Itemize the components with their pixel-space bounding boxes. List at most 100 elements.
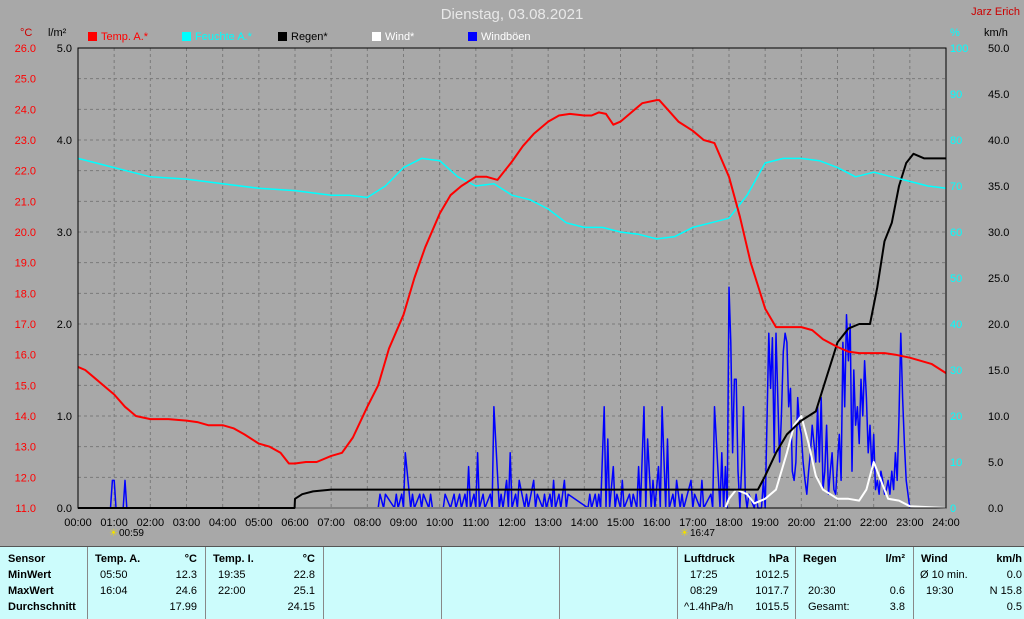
- legend-swatch-temp: [88, 32, 97, 41]
- temp-tick-label: 13.0: [15, 442, 36, 454]
- temp-tick-label: 11.0: [15, 503, 36, 515]
- temp-a-avg: 17.99: [169, 601, 197, 613]
- wind-tick-label: 35.0: [988, 181, 1009, 193]
- wind-min-val: 0.0: [1006, 569, 1022, 581]
- wind-tick-label: 25.0: [988, 273, 1009, 285]
- rain-tick-label: 4.0: [57, 135, 72, 147]
- temp-tick-label: 21.0: [15, 196, 36, 208]
- pressure-max-val: 1017.7: [755, 585, 789, 597]
- sunset-marker: ☀16:47: [680, 528, 715, 539]
- pressure-unit: hPa: [768, 553, 789, 565]
- temp-a-min-time: 05:50: [100, 569, 128, 581]
- stats-col-labels: Sensor MinWert MaxWert Durchschnitt: [0, 547, 88, 619]
- series-line-rain: [78, 152, 946, 509]
- humidity-unit-label: %: [950, 27, 960, 39]
- humidity-tick-label: 40: [950, 319, 962, 331]
- legend-label-rain: Regen*: [291, 31, 328, 43]
- x-tick-label: 15:00: [607, 517, 635, 529]
- temp-tick-label: 25.0: [15, 74, 36, 86]
- x-tick-label: 06:00: [281, 517, 309, 529]
- weather-chart: 11.0 12.0 13.0 14.0 15.0 16.0 17.0 18.0 19.0 20.0…: [15, 43, 1010, 529]
- humidity-tick-label: 50: [950, 273, 962, 285]
- wind-tick-label: 10.0: [988, 411, 1009, 423]
- legend-swatch-humidity: [182, 32, 191, 41]
- temp-tick-label: 14.0: [15, 411, 36, 423]
- rain-max-time: 20:30: [808, 585, 836, 597]
- chart-title: Dienstag, 03.08.2021: [440, 6, 584, 23]
- rain-tick-label: 3.0: [57, 227, 72, 239]
- humidity-tick-label: 10: [950, 457, 962, 469]
- temp-tick-label: 26.0: [15, 43, 36, 55]
- series-line-humidity: [77, 157, 947, 240]
- author-label: Jarz Erich: [971, 6, 1020, 18]
- stats-col-temp-a: Temp. A. °C 05:50 12.3 16:04 24.6 17.99: [88, 547, 206, 619]
- x-tick-label: 24:00: [932, 517, 960, 529]
- wind-unit-label: km/h: [984, 27, 1008, 39]
- temp-i-max-val: 25.1: [293, 585, 315, 597]
- wind-tick-label: 15.0: [988, 365, 1009, 377]
- legend-label-temp: Temp. A.*: [101, 31, 149, 43]
- x-tick-label: 07:00: [317, 517, 345, 529]
- pressure-min-time: 17:25: [690, 569, 718, 581]
- x-tick-label: 17:00: [679, 517, 707, 529]
- legend-label-gusts: Windböen: [481, 31, 531, 43]
- legend-item-gusts: Windböen: [468, 31, 531, 43]
- temp-i-max-time: 22:00: [218, 585, 246, 597]
- tick-labels: 11.0 12.0 13.0 14.0 15.0 16.0 17.0 18.0 19.0 20.0…: [15, 43, 1010, 529]
- legend-item-rain: Regen*: [278, 31, 328, 43]
- humidity-tick-label: 100: [950, 43, 968, 55]
- pressure-min-val: 1012.5: [755, 569, 789, 581]
- stats-col-empty-3: [560, 547, 678, 619]
- wind-tick-label: 30.0: [988, 227, 1009, 239]
- rain-unit: l/m²: [885, 553, 905, 565]
- x-tick-label: 23:00: [896, 517, 924, 529]
- temp-a-max-time: 16:04: [100, 585, 128, 597]
- stats-table: Sensor MinWert MaxWert Durchschnitt Temp…: [0, 546, 1024, 619]
- sunrise-marker: ☀00:59: [109, 528, 144, 539]
- x-tick-label: 20:00: [788, 517, 816, 529]
- stats-max-label: MaxWert: [8, 585, 54, 597]
- stats-min-label: MinWert: [8, 569, 52, 581]
- legend-label-humidity: Feuchte A.*: [195, 31, 252, 43]
- sun-icon: ☀: [680, 528, 689, 539]
- wind-head: Wind: [921, 553, 948, 565]
- temp-tick-label: 18.0: [15, 288, 36, 300]
- x-tick-label: 09:00: [390, 517, 418, 529]
- wind-tick-label: 5.0: [988, 457, 1003, 469]
- x-tick-label: 13:00: [534, 517, 562, 529]
- x-tick-label: 05:00: [245, 517, 273, 529]
- temp-a-head: Temp. A.: [95, 553, 141, 565]
- stats-col-rain: Regen l/m² 20:30 0.6 Gesamt: 3.8: [796, 547, 914, 619]
- x-tick-label: 04:00: [209, 517, 237, 529]
- sunrise-time: 00:59: [118, 528, 144, 539]
- rain-tick-label: 2.0: [57, 319, 72, 331]
- stats-col-empty-1: [324, 547, 442, 619]
- x-tick-label: 14:00: [571, 517, 599, 529]
- wind-tick-label: 45.0: [988, 89, 1009, 101]
- series-line-wind: [78, 415, 947, 509]
- series-line-temp: [77, 99, 947, 465]
- x-tick-label: 02:00: [137, 517, 165, 529]
- humidity-tick-label: 90: [950, 89, 962, 101]
- wind-min-label: Ø 10 min.: [920, 569, 968, 581]
- legend-item-wind: Wind*: [372, 31, 414, 43]
- wind-tick-label: 0.0: [988, 503, 1003, 515]
- temp-tick-label: 20.0: [15, 227, 36, 239]
- sunset-time: 16:47: [689, 528, 715, 539]
- pressure-trend: ^1.4hPa/h: [684, 601, 734, 613]
- stats-sensor-head: Sensor: [8, 553, 46, 565]
- stats-col-wind: Wind km/h Ø 10 min. 0.0 19:30 N 15.8 0.5: [914, 547, 1024, 619]
- pressure-head: Luftdruck: [684, 553, 735, 565]
- humidity-tick-label: 20: [950, 411, 962, 423]
- sun-icon: ☀: [109, 528, 118, 539]
- temp-i-avg: 24.15: [287, 601, 315, 613]
- series-group: [77, 99, 947, 509]
- wind-max-time: 19:30: [926, 585, 954, 597]
- rain-tick-label: 1.0: [57, 411, 72, 423]
- x-tick-label: 22:00: [860, 517, 888, 529]
- legend-swatch-rain: [278, 32, 287, 41]
- rain-tick-label: 0.0: [57, 503, 72, 515]
- legend-item-temp: Temp. A.*: [88, 31, 148, 43]
- x-tick-label: 18:00: [715, 517, 743, 529]
- stats-col-empty-2: [442, 547, 560, 619]
